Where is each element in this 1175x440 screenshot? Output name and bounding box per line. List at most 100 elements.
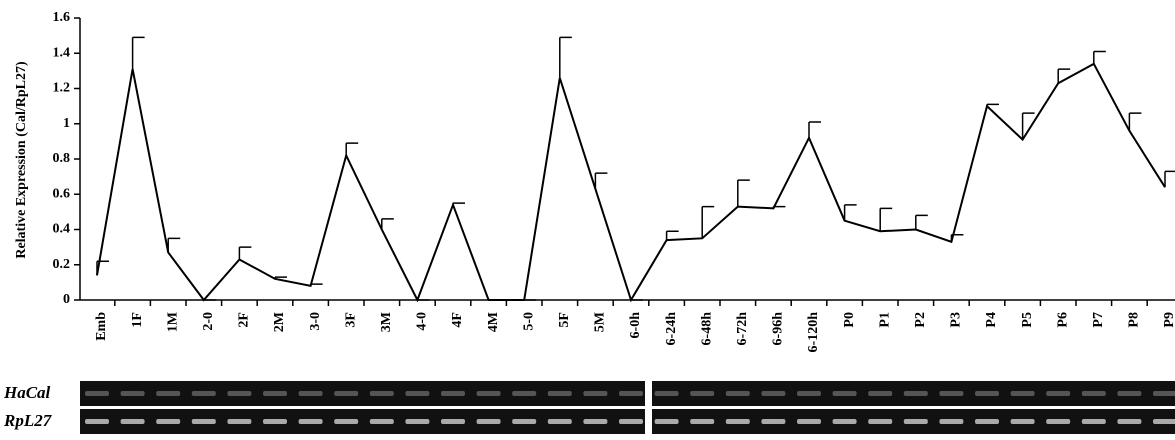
x-tick-label: 3M [379,312,394,332]
gel-band [441,391,465,396]
x-tick-label: 5-0 [521,312,536,331]
gel-band [299,391,323,396]
x-tick-label: 6-120h [806,312,821,353]
gel-band [334,391,358,396]
gel-band [548,419,572,424]
error-bar [382,219,394,230]
gel-band [726,391,750,396]
x-tick-label: P3 [949,312,964,328]
gel-band [156,391,180,396]
gel-band [868,391,892,396]
gel-band [1153,419,1175,424]
y-tick-label: 0.8 [53,151,71,166]
x-tick-label: 6-96h [771,312,786,346]
gel-band [583,391,607,396]
x-tick-label: 5M [593,312,608,332]
error-bar [453,203,465,205]
gel-band [227,419,251,424]
error-bar [916,215,928,229]
error-bar [738,180,750,206]
gel-band [299,419,323,424]
x-tick-label: P9 [1162,312,1175,328]
error-bar [560,37,572,78]
x-tick-label: 2M [272,312,287,332]
gel-band [1153,391,1175,396]
x-tick-label: 4F [450,312,465,328]
x-tick-label: 4M [486,312,501,332]
gel-band [405,391,429,396]
gel-band [904,391,928,396]
gel-band [1082,391,1106,396]
x-tick-label: P6 [1055,312,1070,328]
x-tick-label: 2F [237,312,252,328]
gel-band [192,419,216,424]
gel-band [263,419,287,424]
gel-band [904,419,928,424]
gel-band [833,419,857,424]
chart: Relative Expression (Cal/RpL27) 00.20.40… [0,0,1175,440]
y-tick-label: 0 [63,292,70,307]
gel-band [1117,391,1141,396]
gel-band [619,391,643,396]
gel-band [868,419,892,424]
error-bar [845,205,857,221]
gel-band [975,391,999,396]
gel-band [726,419,750,424]
gel-band [370,419,394,424]
gel-band [690,391,714,396]
gel-band [975,419,999,424]
x-tick-label: 2-0 [201,312,216,331]
gel-band [1011,391,1035,396]
x-tick-label: Emb [94,312,109,341]
x-tick-label: 1F [130,312,145,328]
gel-band [192,391,216,396]
gel-band [121,391,145,396]
gel-band [1082,419,1106,424]
error-bar [168,238,180,252]
y-tick-label: 0.2 [53,257,71,272]
gel-band [939,419,963,424]
gel-label: RpL27 [3,411,53,430]
gel-band [1011,419,1035,424]
gel-band [797,419,821,424]
error-bar [773,207,785,209]
x-tick-label: 3-0 [308,312,323,331]
error-bar [880,208,892,231]
gel-band [227,391,251,396]
gel-band [833,391,857,396]
x-tick-label: 3F [343,312,358,328]
x-tick-label: P7 [1091,312,1106,328]
error-bar [346,143,358,155]
gel-band [405,419,429,424]
y-tick-label: 1.2 [53,81,71,96]
gel-band [121,419,145,424]
error-bar [1129,113,1141,131]
gel-band [477,419,501,424]
gel-band [761,419,785,424]
x-tick-label: P4 [984,312,999,328]
gel-band [797,391,821,396]
gel-band [334,419,358,424]
error-bar [595,173,607,189]
y-tick-label: 0.4 [53,222,71,237]
gel-band [512,419,536,424]
x-tick-label: P8 [1127,312,1142,328]
x-tick-label: 6-24h [664,312,679,346]
gel-band [263,391,287,396]
gel-band [1046,419,1070,424]
error-bar [311,284,323,286]
gel-band [85,391,109,396]
error-bar [133,37,145,69]
gel-band [761,391,785,396]
gel-band [85,419,109,424]
x-tick-label: 6-0h [628,312,643,339]
error-bar [1094,51,1106,63]
error-bar [809,122,821,138]
x-tick-label: 5F [557,312,572,328]
gel-band [477,391,501,396]
gel-band [690,419,714,424]
gel-band [1117,419,1141,424]
gel-band [619,419,643,424]
y-tick-label: 1.4 [53,45,71,60]
y-tick-label: 1 [63,116,70,131]
